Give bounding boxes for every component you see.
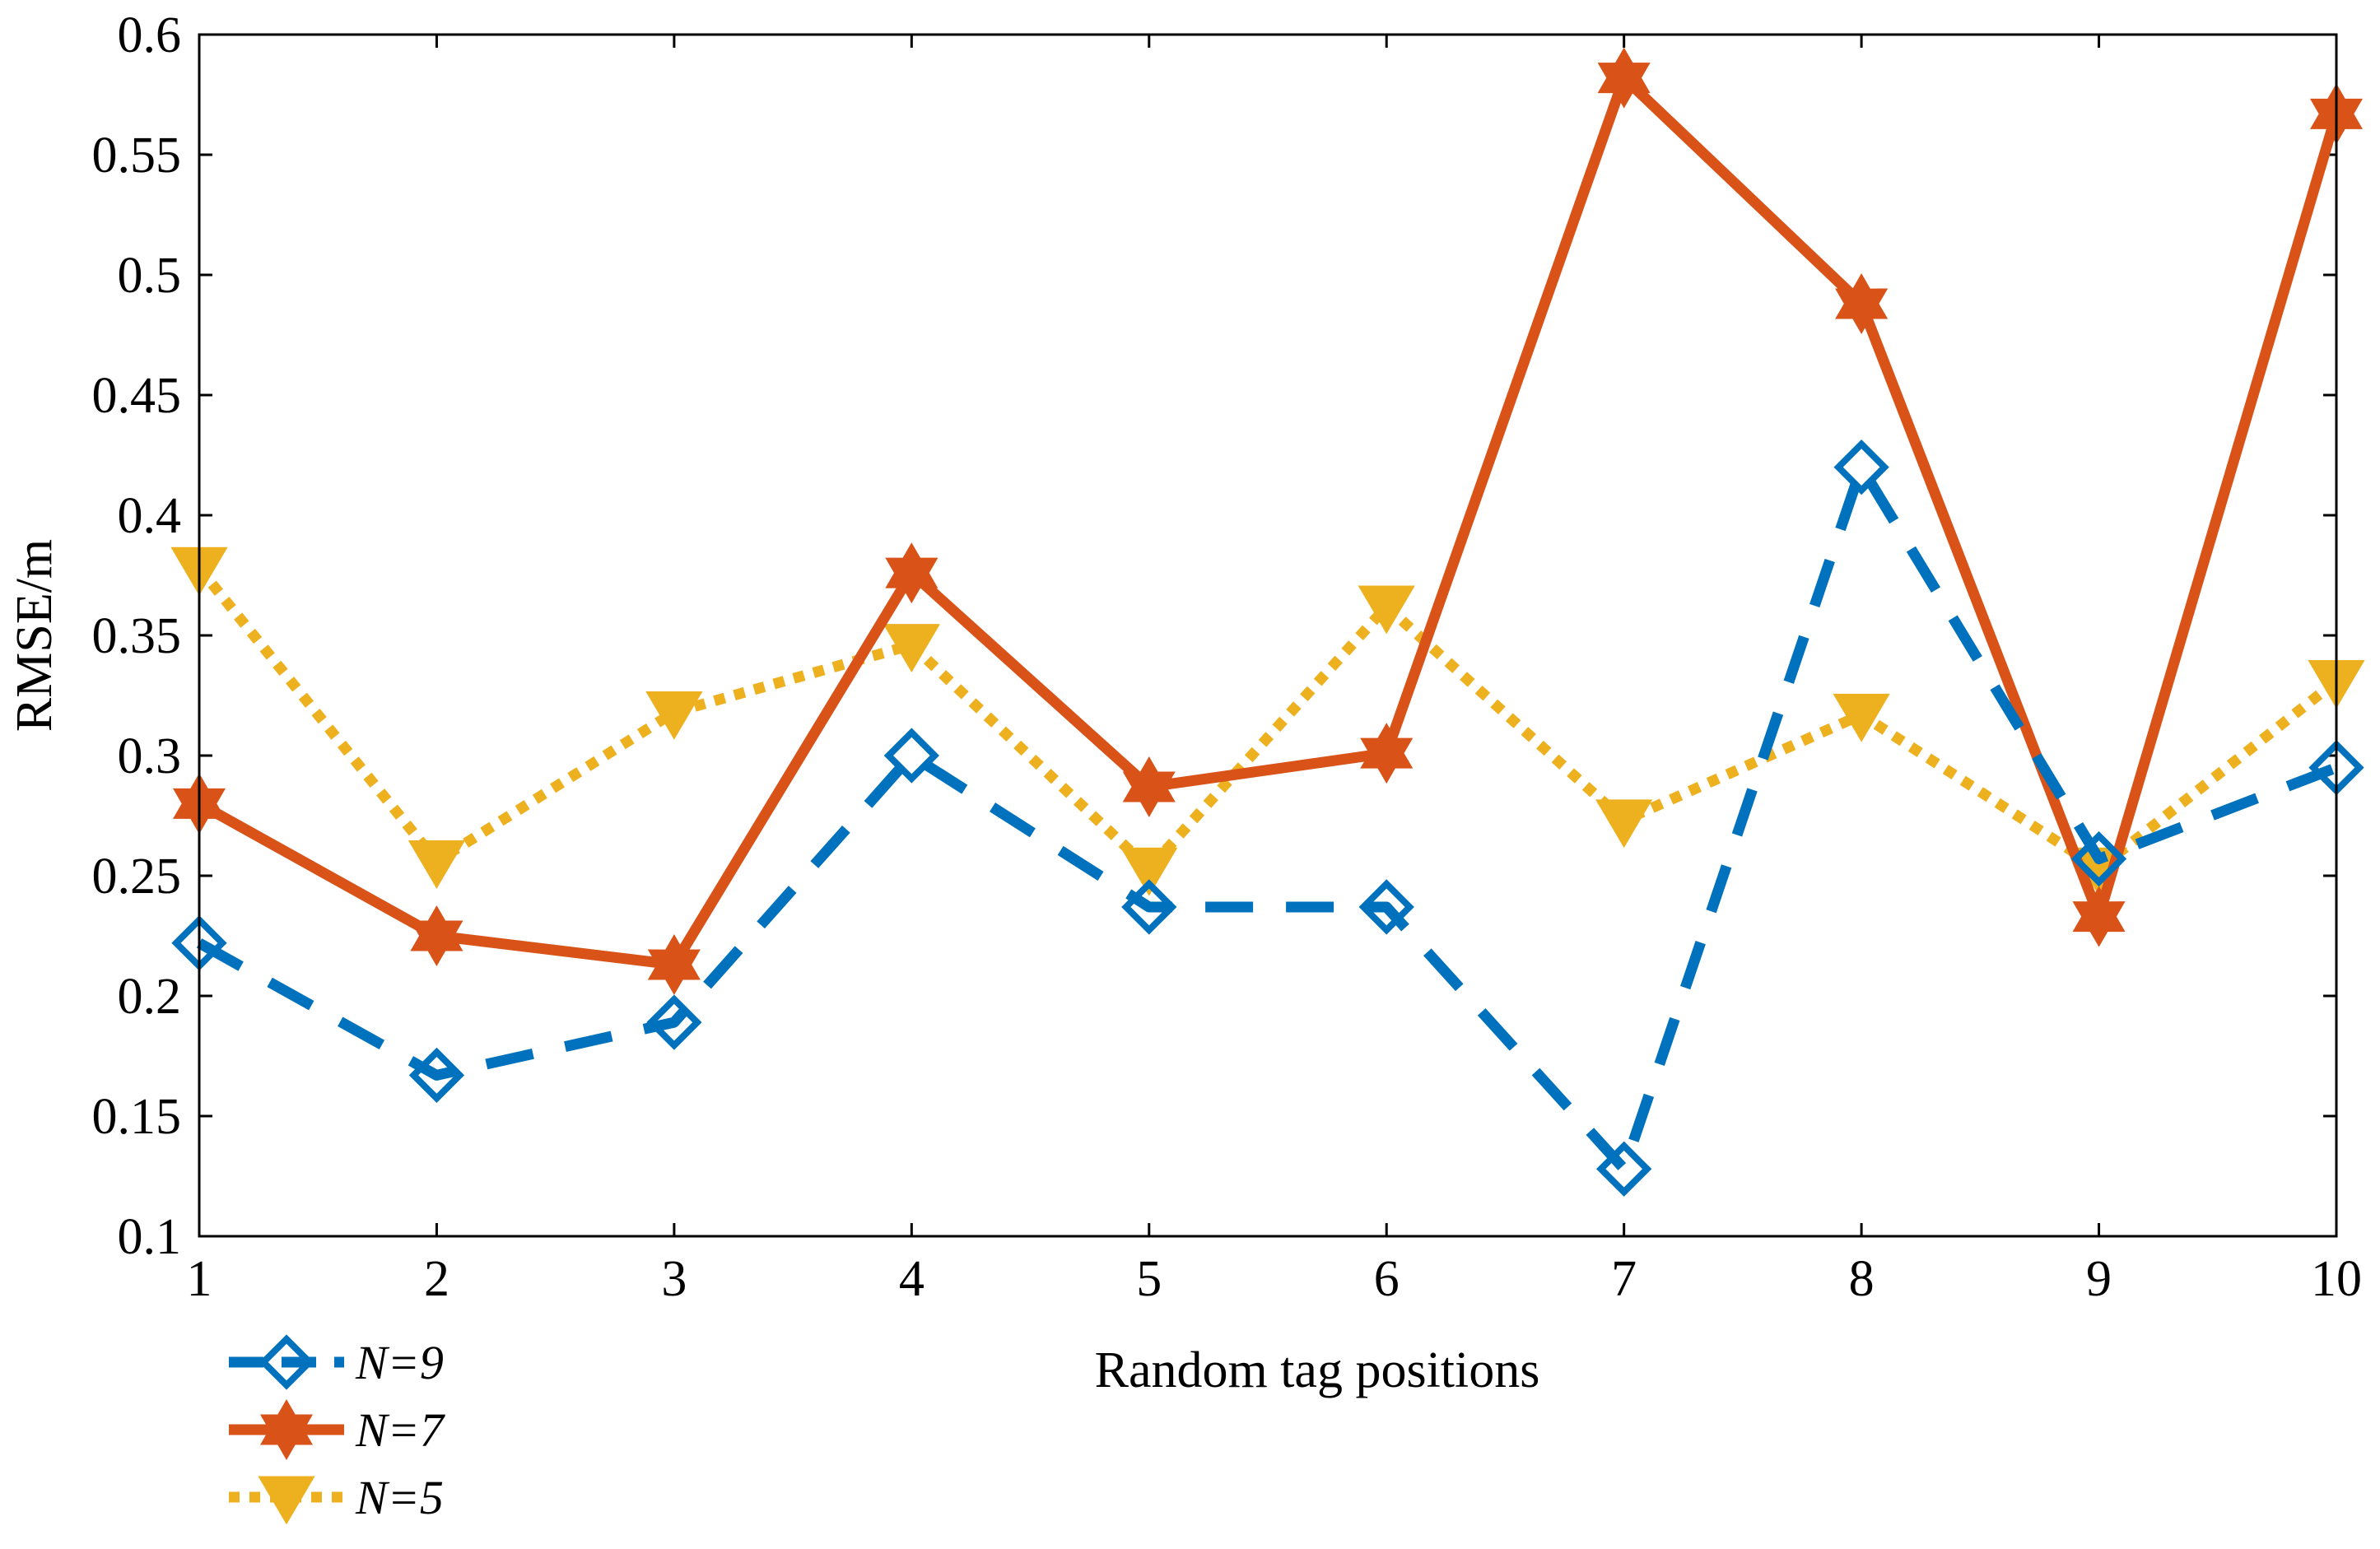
x-tick-label: 6	[1374, 1251, 1400, 1307]
y-axis-title: RMSE/m	[7, 539, 63, 732]
series-line-n-5	[194, 565, 2340, 874]
y-tick-label: 0.2	[118, 969, 182, 1025]
data-point-n-7	[1597, 47, 1651, 109]
series-n-7	[173, 47, 2364, 996]
x-axis-title: Random tag positions	[1095, 1342, 1540, 1398]
data-point-n-5	[645, 691, 703, 740]
x-tick-label: 10	[2311, 1251, 2362, 1307]
legend-label: N=5	[355, 1471, 444, 1524]
y-tick-label: 0.3	[118, 728, 182, 784]
legend: N=9 N=7 N=5	[229, 1334, 445, 1525]
x-tick-label: 7	[1611, 1251, 1637, 1307]
data-point-n-5	[1358, 585, 1415, 635]
legend-label: N=9	[355, 1336, 444, 1389]
x-tick-label: 8	[1849, 1251, 1875, 1307]
series-line-n-7	[196, 72, 2342, 970]
data-point-n-5	[408, 840, 466, 889]
data-point-n-7	[2072, 886, 2126, 947]
y-tick-label: 0.25	[92, 849, 182, 905]
x-tick-label: 1	[187, 1251, 212, 1307]
data-point-n-9	[408, 1047, 465, 1104]
y-tick-label: 0.45	[92, 368, 182, 424]
data-point-n-7	[410, 905, 463, 966]
legend-label: N=7	[355, 1403, 445, 1457]
x-tick-label: 2	[424, 1251, 449, 1307]
data-point-n-9	[2070, 830, 2127, 887]
plot-frame	[198, 33, 2338, 1238]
data-point-n-9	[646, 994, 702, 1050]
data-point-n-7	[647, 933, 701, 996]
legend-marker	[258, 1476, 315, 1525]
legend-item-n-7: N=7	[229, 1398, 445, 1461]
x-tick-label: 3	[661, 1251, 687, 1307]
y-tick-label: 0.5	[118, 248, 182, 304]
data-point-n-5	[883, 624, 940, 673]
data-point-n-9	[1596, 1141, 1652, 1197]
data-point-n-9	[1833, 439, 1889, 495]
data-point-n-7	[1360, 723, 1414, 784]
legend-marker	[260, 1398, 313, 1461]
data-point-n-7	[885, 542, 938, 604]
y-tick-label: 0.4	[118, 488, 182, 544]
data-point-n-7	[1835, 272, 1889, 335]
data-point-n-5	[1595, 799, 1653, 849]
y-tick-label: 0.55	[92, 128, 182, 184]
y-tick-label: 0.1	[118, 1209, 182, 1265]
legend-item-n-5: N=5	[229, 1471, 444, 1525]
legend-marker	[258, 1334, 314, 1390]
axes-layer	[198, 33, 2338, 1238]
legend-item-n-9: N=9	[229, 1334, 444, 1390]
x-tick-label: 5	[1136, 1251, 1162, 1307]
data-point-n-9	[1121, 879, 1177, 935]
x-tick-label: 4	[899, 1251, 925, 1307]
y-tick-label: 0.35	[92, 608, 182, 664]
x-tick-label: 9	[2086, 1251, 2112, 1307]
data-point-n-9	[883, 728, 939, 784]
data-point-n-7	[1122, 756, 1176, 818]
data-point-n-9	[1358, 879, 1414, 935]
y-tick-label: 0.6	[118, 7, 182, 63]
data-point-n-5	[1833, 693, 1890, 742]
y-tick-label: 0.15	[92, 1089, 182, 1145]
labels-layer: 1 2 3 4 5 6 7 8 9 10 0.1 0.15 0.2 0.25 0.3 0.35 0.4 0.45 0…	[92, 7, 2363, 1307]
data-point-n-5	[1120, 847, 1178, 896]
series-layer	[170, 47, 2365, 1197]
